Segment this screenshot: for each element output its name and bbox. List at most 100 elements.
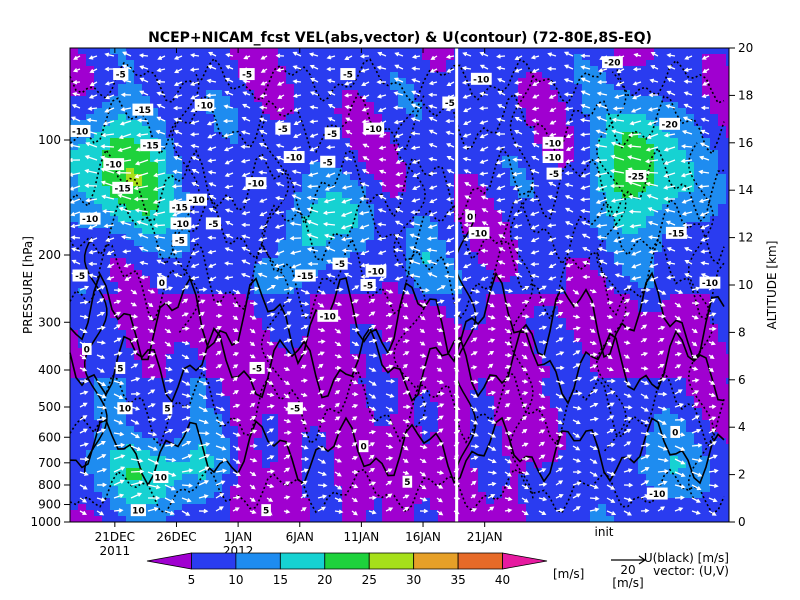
field-cell (286, 234, 295, 241)
field-cell (310, 462, 319, 469)
field-cell (470, 54, 479, 61)
field-cell (262, 60, 271, 67)
field-cell (446, 276, 455, 283)
field-cell (230, 432, 239, 439)
field-cell (478, 360, 487, 367)
field-cell (230, 408, 239, 415)
field-cell (342, 354, 351, 361)
field-cell (198, 48, 207, 55)
field-cell (454, 84, 463, 91)
field-cell (270, 204, 279, 211)
field-cell (390, 288, 399, 295)
field-cell (438, 114, 447, 121)
field-cell (422, 66, 431, 73)
field-cell (398, 468, 407, 475)
field-cell (558, 276, 567, 283)
field-cell (182, 456, 191, 463)
field-cell (558, 186, 567, 193)
field-cell (102, 198, 111, 205)
field-cell (246, 426, 255, 433)
field-cell (238, 198, 247, 205)
field-cell (454, 210, 463, 217)
field-cell (158, 60, 167, 67)
field-cell (406, 336, 415, 343)
field-cell (542, 336, 551, 343)
field-cell (174, 192, 183, 199)
field-cell (438, 102, 447, 109)
field-cell (278, 102, 287, 109)
field-cell (366, 390, 375, 397)
field-cell (278, 84, 287, 91)
field-cell (422, 486, 431, 493)
field-cell (446, 270, 455, 277)
field-cell (542, 264, 551, 271)
field-cell (78, 186, 87, 193)
field-cell (238, 138, 247, 145)
field-cell (478, 384, 487, 391)
field-cell (470, 60, 479, 67)
field-cell (190, 486, 199, 493)
field-cell (302, 48, 311, 55)
field-cell (190, 504, 199, 511)
field-cell (294, 384, 303, 391)
field-cell (422, 372, 431, 379)
field-cell (446, 84, 455, 91)
field-cell (446, 294, 455, 301)
field-cell (326, 240, 335, 247)
field-cell (382, 420, 391, 427)
field-cell (262, 90, 271, 97)
field-cell (150, 438, 159, 445)
field-cell (222, 312, 231, 319)
field-cell (510, 306, 519, 313)
field-cell (390, 162, 399, 169)
field-cell (438, 504, 447, 511)
field-cell (558, 396, 567, 403)
field-cell (430, 234, 439, 241)
field-cell (550, 468, 559, 475)
field-cell (438, 66, 447, 73)
field-cell (222, 228, 231, 235)
field-cell (294, 210, 303, 217)
field-cell (398, 252, 407, 259)
field-cell (86, 330, 95, 337)
field-cell (390, 462, 399, 469)
field-cell (566, 384, 575, 391)
field-cell (150, 252, 159, 259)
field-cell (70, 144, 79, 151)
field-cell (486, 426, 495, 433)
field-cell (150, 78, 159, 85)
field-cell (406, 192, 415, 199)
field-cell (542, 78, 551, 85)
field-cell (318, 468, 327, 475)
field-cell (198, 216, 207, 223)
field-cell (526, 54, 535, 61)
field-cell (446, 132, 455, 139)
field-cell (238, 306, 247, 313)
field-cell (382, 222, 391, 229)
field-cell (270, 132, 279, 139)
field-cell (254, 510, 263, 517)
field-cell (350, 348, 359, 355)
field-cell (358, 408, 367, 415)
field-cell (294, 420, 303, 427)
field-cell (270, 276, 279, 283)
field-cell (70, 228, 79, 235)
field-cell (318, 336, 327, 343)
field-cell (94, 258, 103, 265)
field-cell (334, 462, 343, 469)
field-cell (430, 456, 439, 463)
field-cell (126, 156, 135, 163)
field-cell (374, 210, 383, 217)
field-cell (550, 312, 559, 319)
field-cell (254, 168, 263, 175)
field-cell (190, 354, 199, 361)
field-cell (382, 324, 391, 331)
field-cell (486, 276, 495, 283)
field-cell (398, 48, 407, 55)
field-cell (190, 402, 199, 409)
field-cell (110, 78, 119, 85)
field-cell (174, 138, 183, 145)
field-cell (142, 120, 151, 127)
field-cell (374, 138, 383, 145)
field-cell (126, 258, 135, 265)
